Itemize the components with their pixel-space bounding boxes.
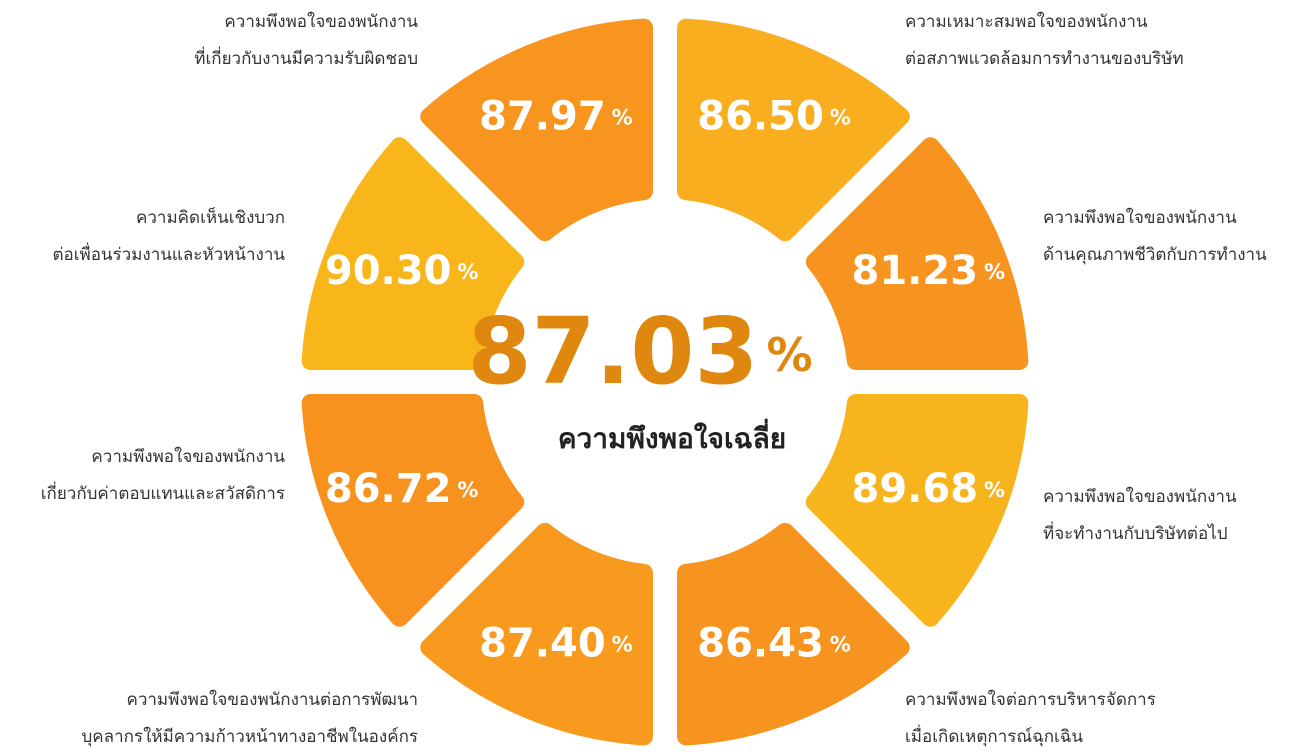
segment: 81.23% xyxy=(805,137,1029,370)
segment-label: ความพึงพอใจของพนักงาน xyxy=(91,446,285,467)
segment-shape xyxy=(805,137,1029,370)
segment-label: ความพึงพอใจของพนักงาน xyxy=(224,11,418,32)
segment-shape xyxy=(301,137,525,370)
segment-label: ความพึงพอใจต่อการบริหารจัดการ xyxy=(905,689,1156,710)
segment-unit: % xyxy=(612,632,633,656)
segment-value: 90.30% xyxy=(325,248,479,294)
segment-number: 86.72 xyxy=(325,466,452,512)
segment-unit: % xyxy=(457,260,478,284)
segment-number: 86.43 xyxy=(697,620,824,666)
segment-label: ความเหมาะสมพอใจของพนักงาน xyxy=(905,11,1148,32)
segment-number: 87.40 xyxy=(479,620,606,666)
segment-label: ความคิดเห็นเชิงบวก xyxy=(136,206,285,228)
segment-label: เกี่ยวกับค่าตอบแทนและสวัสดิการ xyxy=(41,481,285,504)
segment-number: 89.68 xyxy=(852,466,979,512)
segment-value: 86.72% xyxy=(325,466,479,512)
segment-value: 89.68% xyxy=(852,466,1006,512)
segment-value: 86.43% xyxy=(697,620,851,666)
segment-label: ความพึงพอใจของพนักงานต่อการพัฒนา xyxy=(126,689,418,710)
segment-shape xyxy=(420,18,653,242)
segment-unit: % xyxy=(984,260,1005,284)
segment-value: 87.40% xyxy=(479,620,633,666)
segment: 90.30% xyxy=(301,137,525,370)
segment: 86.72% xyxy=(301,394,525,627)
segment: 87.97% xyxy=(420,18,653,242)
segment-value: 81.23% xyxy=(852,248,1006,294)
segment-value: 86.50% xyxy=(697,94,851,140)
center-number: 87.03 xyxy=(467,298,758,405)
center-unit: % xyxy=(766,328,812,382)
segment-label: ด้านคุณภาพชีวิตกับการทำงาน xyxy=(1043,245,1267,265)
segment-number: 81.23 xyxy=(852,248,979,294)
center-value: 87.03% xyxy=(467,298,812,405)
segment-label: ต่อเพื่อนร่วมงานและหัวหน้างาน xyxy=(52,242,285,265)
segment-label: ความพึงพอใจของพนักงาน xyxy=(1043,486,1237,507)
segment-unit: % xyxy=(612,106,633,130)
segment-label: บุคลากรให้มีความก้าวหน้าทางอาชีพในองค์กร xyxy=(82,726,418,747)
segment: 87.40% xyxy=(420,522,653,746)
segment-label: ความพึงพอใจของพนักงาน xyxy=(1043,207,1237,228)
segment-label: ที่เกี่ยวกับงานมีความรับผิดชอบ xyxy=(194,46,418,69)
segment-unit: % xyxy=(457,478,478,502)
segment-label: เมื่อเกิดเหตุการณ์ฉุกเฉิน xyxy=(905,724,1083,747)
segment-label: ที่จะทำงานกับบริษัทต่อไป xyxy=(1043,521,1228,544)
segment-number: 86.50 xyxy=(697,94,824,140)
segment-label: ต่อสภาพแวดล้อมการทำงานของบริษัท xyxy=(905,49,1184,69)
center-label: ความพึงพอใจเฉลี่ย xyxy=(558,418,786,455)
segment-value: 87.97% xyxy=(479,94,633,140)
segment-number: 90.30 xyxy=(325,248,452,294)
segment-number: 87.97 xyxy=(479,94,606,140)
segment: 86.50% xyxy=(677,18,910,242)
segment-shape xyxy=(677,18,910,242)
segment-shape xyxy=(677,522,910,746)
segment-unit: % xyxy=(984,478,1005,502)
segment: 89.68% xyxy=(805,394,1029,627)
segment-unit: % xyxy=(830,106,851,130)
segment: 86.43% xyxy=(677,522,910,746)
segment-shape xyxy=(805,394,1029,627)
segment-unit: % xyxy=(830,632,851,656)
segment-shape xyxy=(301,394,525,627)
segment-shape xyxy=(420,522,653,746)
